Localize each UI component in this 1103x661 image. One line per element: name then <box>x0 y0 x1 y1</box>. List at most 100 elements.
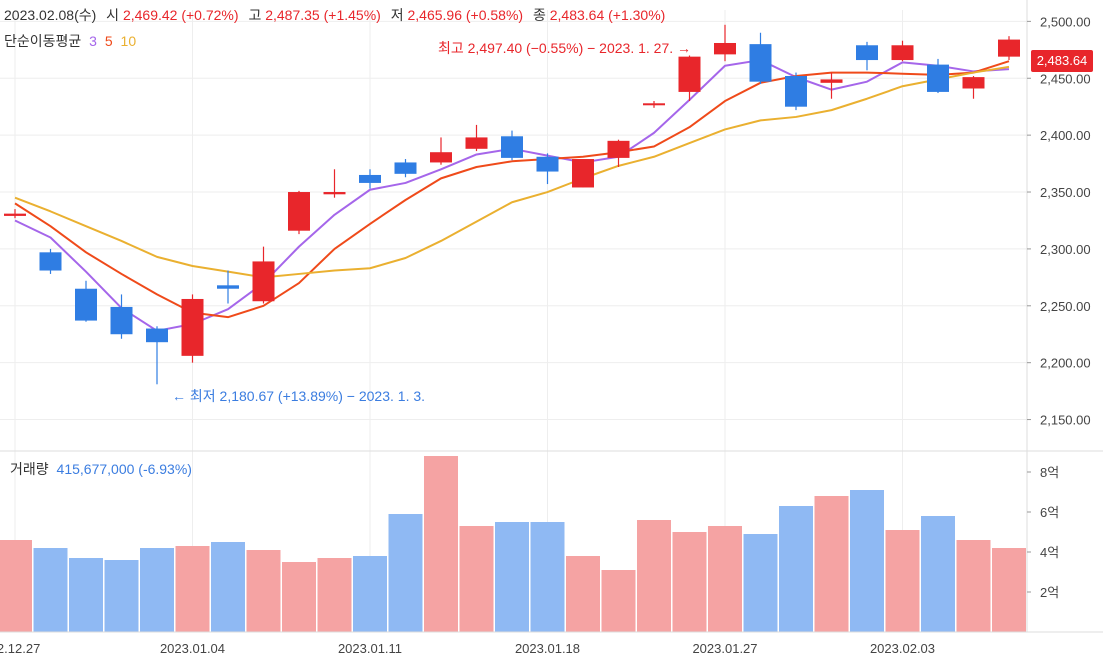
volume-bar <box>885 530 920 632</box>
volume-bar <box>956 540 991 632</box>
volume-bar <box>921 516 955 632</box>
current-price-tag: 2,483.64 <box>1031 50 1093 72</box>
candle-body <box>430 152 452 163</box>
candle-body <box>572 159 594 188</box>
candle-body <box>252 261 275 302</box>
date-tick-label: 2023.01.04 <box>160 641 225 656</box>
volume-legend: 거래량 415,677,000 (-6.93%) <box>10 459 192 479</box>
candle-body <box>394 162 417 174</box>
candle-body <box>643 103 665 106</box>
candle-body <box>75 288 97 321</box>
candle-body <box>607 140 630 158</box>
open-label: 시 <box>106 7 120 23</box>
low-label: 저 <box>390 7 404 23</box>
date-tick-label: 2023.02.03 <box>870 641 935 656</box>
volume-bar <box>459 526 494 632</box>
candle-body <box>962 77 985 89</box>
candle-body <box>856 45 878 61</box>
ma10-legend: 10 <box>120 33 137 49</box>
low-value: 2,465.96 (+0.58%) <box>407 7 524 23</box>
date-tick-label: 2023.01.18 <box>515 641 580 656</box>
candle-body <box>785 75 807 107</box>
high-annotation: 최고 2,497.40 (−0.55%) − 2023. 1. 27. → <box>438 40 692 56</box>
candle-body <box>323 192 346 195</box>
volume-bar <box>211 542 245 632</box>
candle-body <box>536 156 559 172</box>
ma5-line <box>14 60 1010 319</box>
volume-tick-label: 2억 <box>1040 585 1059 600</box>
volume-bar <box>33 548 68 632</box>
volume-tick-label: 6억 <box>1040 505 1059 520</box>
candle-body <box>998 39 1020 57</box>
volume-bar <box>104 560 139 632</box>
price-tick-label: 2,500.00 <box>1040 14 1091 29</box>
volume-bar <box>69 558 103 632</box>
price-tick-label: 2,200.00 <box>1040 356 1091 371</box>
candle-body <box>181 298 204 356</box>
moving-average-legend: 단순이동평균 3 5 10 <box>4 31 136 51</box>
candle-body <box>927 64 949 92</box>
volume-tick-label: 4억 <box>1040 545 1059 560</box>
close-value: 2,483.64 (+1.30%) <box>549 7 666 23</box>
ma-label: 단순이동평균 <box>4 33 82 49</box>
volume-bar <box>388 514 423 632</box>
open-value: 2,469.42 (+0.72%) <box>122 7 239 23</box>
volume-bar <box>530 522 565 632</box>
volume-bar <box>708 526 742 632</box>
volume-bar <box>0 540 32 632</box>
candle-body <box>820 79 843 83</box>
close-label: 종 <box>532 7 546 23</box>
ohlc-header: 2023.02.08(수) 시 2,469.42 (+0.72%) 고 2,48… <box>4 5 665 25</box>
volume-bar <box>637 520 671 632</box>
volume-bar <box>779 506 813 632</box>
high-label: 고 <box>248 7 262 23</box>
candle-body <box>39 252 62 271</box>
price-tick-label: 2,450.00 <box>1040 71 1091 86</box>
candle-body <box>891 45 914 61</box>
candle-body <box>359 174 381 183</box>
header-date: 2023.02.08(수) <box>4 7 97 23</box>
candle-body <box>749 44 772 82</box>
candle-body <box>146 328 168 343</box>
volume-bar <box>850 490 884 632</box>
ma10-line <box>14 65 1010 279</box>
volume-label: 거래량 <box>10 461 49 477</box>
price-tick-label: 2,400.00 <box>1040 128 1091 143</box>
volume-bar <box>672 532 707 632</box>
volume-bar <box>424 456 458 632</box>
candle-body <box>4 213 26 216</box>
ma5-legend: 5 <box>104 33 113 49</box>
date-tick-label: 2023.01.27 <box>692 641 757 656</box>
volume-bar <box>992 548 1026 632</box>
candle-body <box>465 137 488 149</box>
volume-bar <box>175 546 210 632</box>
candle-body <box>110 306 133 335</box>
volume-bar <box>814 496 849 632</box>
price-tick-label: 2,250.00 <box>1040 299 1091 314</box>
volume-bar <box>601 570 636 632</box>
candle-body <box>288 192 310 231</box>
date-tick-label: 2023.01.11 <box>338 641 402 656</box>
price-tick-label: 2,150.00 <box>1040 413 1091 428</box>
volume-bar <box>246 550 281 632</box>
date-tick-label: 22.12.27 <box>0 641 40 656</box>
ma3-legend: 3 <box>89 33 97 49</box>
candle-body <box>678 56 701 92</box>
price-tick-label: 2,350.00 <box>1040 185 1091 200</box>
candle-body <box>217 285 239 289</box>
volume-bar <box>743 534 778 632</box>
candle-body <box>501 136 523 158</box>
high-value: 2,487.35 (+1.45%) <box>265 7 381 23</box>
volume-bar <box>495 522 529 632</box>
volume-bar <box>353 556 387 632</box>
volume-bar <box>282 562 316 632</box>
low-annotation: ← 최저 2,180.67 (+13.89%) − 2023. 1. 3. <box>172 388 426 404</box>
price-tick-label: 2,300.00 <box>1040 242 1091 257</box>
volume-tick-label: 8억 <box>1040 465 1059 480</box>
volume-value: 415,677,000 (-6.93%) <box>56 461 192 477</box>
volume-bar <box>566 556 600 632</box>
volume-bar <box>140 548 174 632</box>
volume-bar <box>317 558 352 632</box>
candle-body <box>714 42 736 55</box>
